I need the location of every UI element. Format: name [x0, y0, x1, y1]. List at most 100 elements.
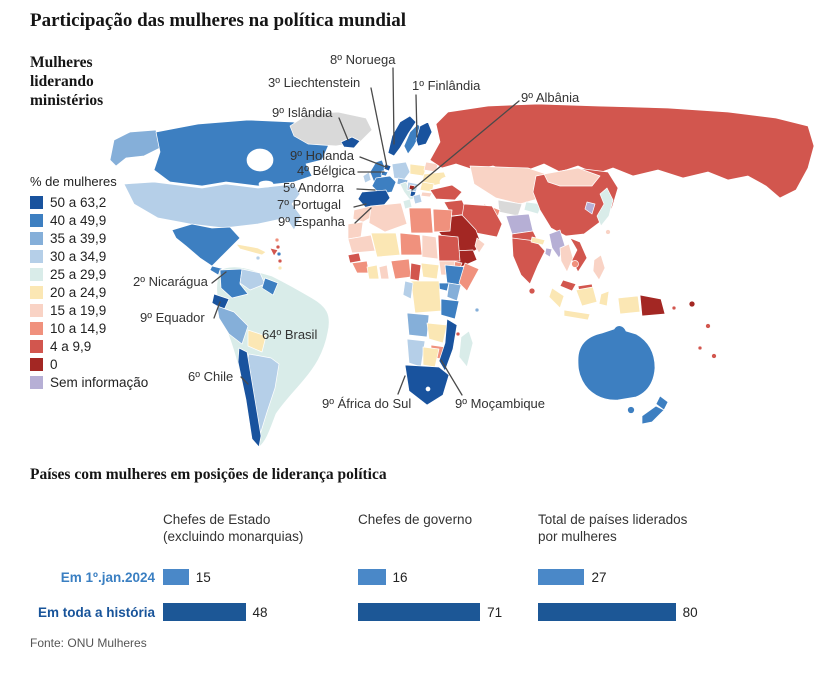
- country-sudan: [437, 234, 461, 262]
- section-title: Países com mulheres em posições de lider…: [30, 466, 387, 483]
- country-germany: [391, 161, 411, 181]
- map-annotation-andorra: 5º Andorra: [283, 180, 345, 195]
- country-thailand: [559, 243, 574, 273]
- country-tunisia: [402, 198, 413, 210]
- country-libya: [408, 207, 434, 234]
- bar-group: 80: [538, 603, 698, 621]
- legend-swatch: [30, 322, 43, 335]
- legend-item: 15 a 19,9: [30, 303, 148, 318]
- bar-value: 80: [682, 604, 698, 620]
- country-new-zealand-south: [641, 405, 665, 425]
- legend-swatch: [30, 196, 43, 209]
- bar-group: 15: [163, 569, 211, 585]
- legend-swatch: [30, 286, 43, 299]
- bar-total-historia: [538, 603, 676, 621]
- country-mozambique: [438, 318, 458, 372]
- row-label-historia: Em toda a história: [37, 605, 155, 620]
- country-mexico: [171, 223, 241, 267]
- country-sri-lanka: [528, 287, 536, 295]
- legend-item: 30 a 34,9: [30, 249, 148, 264]
- country-uganda: [438, 282, 450, 292]
- country-china: [532, 167, 619, 237]
- country-papua-new-guinea: [639, 294, 666, 317]
- country-france: [371, 175, 397, 195]
- bar-value: 48: [252, 604, 268, 620]
- country-belarus: [423, 161, 439, 173]
- island-java: [563, 309, 591, 321]
- source-note: Fonte: ONU Mulheres: [30, 636, 147, 650]
- map-annotation-nicaragua: 2º Nicarágua: [133, 274, 208, 289]
- legend-swatch: [30, 376, 43, 389]
- region-guyanas: [261, 277, 279, 296]
- legend-swatch: [30, 214, 43, 227]
- map-subtitle-line: liderando: [30, 73, 94, 90]
- map-annotation-holanda: 9º Holanda: [290, 148, 355, 163]
- country-angola: [406, 312, 430, 338]
- country-namibia: [406, 338, 426, 368]
- map-annotation-belgica: 4º Bélgica: [297, 163, 356, 178]
- antilles-island: [274, 237, 280, 243]
- country-nepal: [530, 236, 546, 246]
- country-hispaniola: [269, 247, 279, 257]
- legend-item: Sem informação: [30, 375, 148, 390]
- country-peru: [216, 305, 249, 345]
- map-annotation-finlandia: 1º Finlândia: [412, 78, 481, 93]
- country-algeria: [368, 202, 408, 233]
- country-somalia: [458, 262, 480, 292]
- annotation-leader-lines: [211, 67, 520, 396]
- column-header-chefes-de-governo: Chefes de governo: [358, 512, 473, 527]
- map-annotation-chile: 6º Chile: [188, 369, 234, 384]
- island-sumatra: [548, 287, 565, 309]
- country-botswana: [422, 346, 440, 368]
- pacific-island: [697, 345, 703, 351]
- country-kyrgyzstan: [523, 201, 543, 215]
- legend-swatch: [30, 268, 43, 281]
- country-mali: [370, 232, 401, 258]
- map-annotation-mocambique: 9º Moçambique: [455, 396, 546, 411]
- map-subtitle-line: Mulheres: [30, 54, 93, 71]
- country-ireland: [362, 171, 372, 184]
- pacific-island: [671, 305, 677, 311]
- island-seychelles: [474, 307, 480, 313]
- island-sulawesi: [598, 290, 610, 307]
- country-egypt: [432, 208, 453, 233]
- bar-value: 71: [487, 604, 503, 620]
- bar-group: 16: [358, 569, 408, 585]
- map-annotation-portugal: 7º Portugal: [277, 197, 342, 212]
- page-title: Participação das mulheres na política mu…: [30, 10, 406, 31]
- island-tasmania: [627, 406, 635, 414]
- country-bolivia: [247, 329, 267, 353]
- legend-title: % de mulheres: [30, 174, 117, 189]
- country-south-korea: [584, 201, 596, 215]
- bar-group: 27: [538, 569, 606, 585]
- map-annotation-espanha: 9º Espanha: [278, 214, 345, 229]
- antilles-island: [275, 244, 281, 250]
- antilles-island: [277, 258, 283, 264]
- bar-estado-2024: [163, 569, 189, 585]
- country-kenya: [446, 282, 462, 302]
- country-chile: [237, 347, 262, 448]
- country-australia: [577, 325, 656, 401]
- legend-item: 10 a 14,9: [30, 321, 148, 336]
- country-central-african-rep: [420, 262, 440, 280]
- country-mongolia: [543, 167, 601, 187]
- country-cambodia: [571, 260, 579, 268]
- country-finland: [415, 121, 433, 147]
- bar-value: 16: [392, 569, 408, 585]
- legend-swatch: [30, 304, 43, 317]
- country-tanzania: [440, 298, 460, 320]
- country-madagascar: [458, 330, 474, 368]
- country-india: [511, 237, 546, 285]
- map-annotation-brasil: 64º Brasil: [262, 327, 318, 342]
- pacific-island: [688, 300, 696, 308]
- country-congo: [402, 280, 414, 300]
- country-chad: [421, 234, 439, 260]
- country-oman: [474, 237, 486, 254]
- black-sea: [439, 176, 457, 188]
- island-mauritius: [455, 331, 461, 337]
- country-japan: [596, 187, 614, 227]
- country-netherlands: [383, 163, 392, 172]
- country-afghanistan: [505, 213, 534, 235]
- legend-item: 40 a 49,9: [30, 213, 148, 228]
- country-usa: [123, 181, 302, 231]
